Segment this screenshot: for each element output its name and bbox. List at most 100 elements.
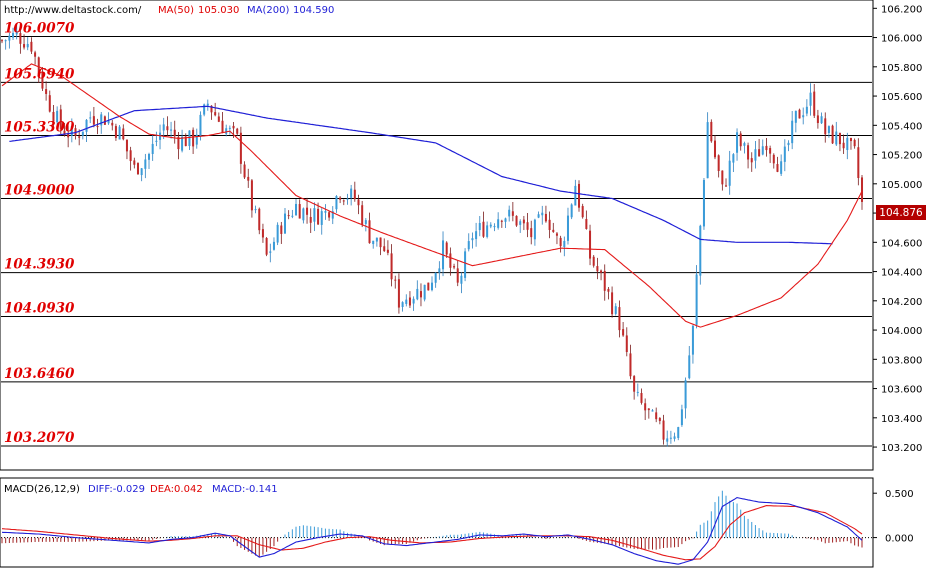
candle-body [794, 110, 797, 123]
candle-body [405, 299, 408, 304]
candle-body [581, 206, 584, 218]
candle-body [813, 91, 816, 116]
candle-body [857, 147, 860, 179]
candle-body [92, 116, 95, 125]
candle-body [324, 211, 327, 213]
candle-body [103, 116, 106, 125]
candle-body [261, 229, 264, 238]
candle-body [783, 146, 786, 162]
candle-body [633, 376, 636, 392]
candle-body [45, 89, 48, 94]
candle-body [89, 117, 92, 119]
candle-body [383, 246, 386, 252]
candle-body [313, 208, 316, 222]
candle-body [34, 52, 37, 57]
candle-body [147, 153, 151, 160]
candle-body [133, 160, 136, 165]
candle-body [489, 224, 492, 227]
candle-body [272, 241, 275, 250]
price-tick-label: 103.400 [881, 414, 922, 425]
candle-body [831, 125, 834, 144]
candle-body [702, 179, 705, 227]
candle-body [177, 136, 180, 150]
candle-body [776, 164, 779, 172]
candle-body [397, 279, 400, 308]
candle-body [497, 219, 500, 228]
candle-body [802, 115, 805, 118]
candle-body [548, 219, 551, 230]
candle-body [353, 189, 356, 200]
candle-body [434, 272, 437, 283]
candle-body [695, 274, 698, 325]
candle-body [416, 288, 419, 300]
candle-body [247, 176, 250, 181]
candle-body [541, 212, 544, 216]
price-tick-label: 105.200 [881, 151, 922, 162]
candle-body [673, 436, 676, 439]
candle-body [853, 139, 856, 147]
candle-body [155, 140, 158, 142]
candle-body [144, 159, 147, 169]
candle-body [423, 284, 426, 300]
candle-body [335, 196, 338, 210]
candle-body [12, 32, 15, 38]
macd-diff-label: DIFF:-0.029 [88, 484, 145, 495]
candle-body [283, 213, 287, 234]
candle-body [412, 298, 415, 304]
candle-body [684, 380, 687, 409]
candle-body [339, 197, 342, 200]
candle-body [295, 203, 298, 216]
candle-body [717, 155, 720, 172]
candle-body [607, 288, 610, 292]
candle-body [269, 251, 272, 253]
candle-body [669, 437, 672, 439]
ma200-label: MA(200) [247, 5, 289, 16]
macd-value-label: MACD:-0.141 [212, 484, 278, 495]
candle-body [19, 33, 22, 44]
candle-body [798, 109, 801, 119]
candle-body [151, 143, 154, 154]
candle-body [750, 158, 753, 163]
candle-body [280, 225, 283, 234]
candle-body [192, 129, 195, 147]
price-tick-label: 106.200 [881, 4, 922, 15]
candle-body [772, 154, 775, 164]
candle-body [625, 335, 628, 353]
candle-body [688, 355, 691, 379]
candle-body [206, 103, 209, 106]
candle-body [15, 31, 18, 35]
candle-body [52, 111, 55, 122]
candle-body [747, 145, 750, 160]
ma50-label: MA(50) [158, 5, 194, 16]
candle-body [636, 391, 639, 393]
candle-body [566, 215, 569, 241]
ma50-line [1, 63, 863, 328]
candle-body [699, 225, 702, 276]
candle-body [225, 128, 228, 134]
candle-body [475, 231, 478, 240]
candle-body [544, 213, 547, 222]
macd-tick-label: 0.000 [885, 534, 914, 545]
candle-body [408, 297, 411, 306]
level-label: 104.9000 [4, 182, 75, 198]
candle-body [159, 132, 162, 140]
candle-body [508, 209, 511, 217]
last-price-value: 104.876 [879, 207, 923, 219]
candle-body [236, 128, 239, 134]
candle-body [611, 292, 614, 315]
candle-body [677, 427, 680, 438]
level-label: 104.3930 [4, 257, 75, 273]
macd-params-label: MACD(26,12,9) [4, 484, 80, 495]
candle-body [820, 116, 823, 124]
candle-body [166, 126, 169, 131]
candle-body [533, 219, 536, 240]
candle-body [739, 133, 742, 147]
candle-body [596, 266, 599, 272]
candle-body [129, 150, 132, 162]
candle-body [306, 207, 309, 215]
candle-body [809, 92, 812, 106]
candle-body [368, 220, 371, 244]
candle-body [835, 131, 838, 145]
